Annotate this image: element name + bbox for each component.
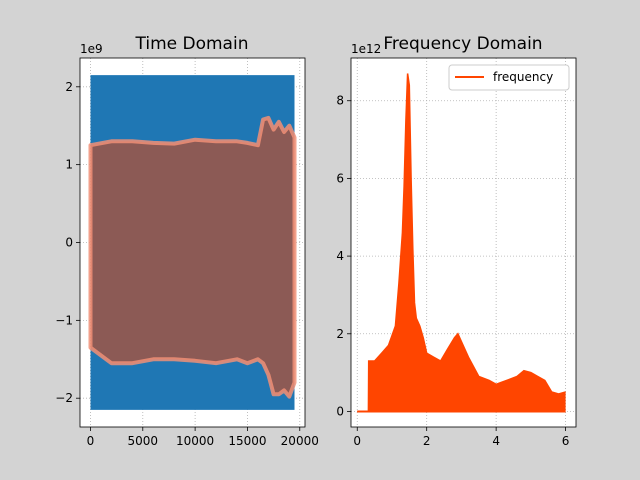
y-tick-label: 2 — [336, 327, 344, 341]
x-tick-label: 2 — [423, 434, 431, 448]
frequency-domain-axes: 0 2 4 6 0 2 4 6 8 Frequency Domain 1e12 frequenc… — [336, 34, 577, 448]
time-overlay-band — [88, 115, 297, 399]
x-tick-label: 0 — [87, 434, 95, 448]
time-domain-title: Time Domain — [135, 34, 249, 54]
y-tick-label: 0 — [65, 236, 73, 250]
y-tick-label: 4 — [336, 249, 344, 263]
time-domain-ticks: 0 5000 10000 15000 20000 2 1 0 −1 −2 — [55, 80, 319, 448]
y-tick-label: 1 — [65, 158, 73, 172]
y-tick-label: 6 — [336, 171, 344, 185]
x-tick-label: 4 — [492, 434, 500, 448]
legend-label-frequency: frequency — [493, 70, 553, 84]
time-domain-series — [88, 75, 297, 410]
y-tick-label: −2 — [55, 391, 73, 405]
x-tick-label: 0 — [353, 434, 361, 448]
frequency-domain-ticks: 0 2 4 6 0 2 4 6 8 — [336, 94, 569, 448]
y-tick-label: 2 — [65, 80, 73, 94]
frequency-legend: frequency — [448, 64, 570, 91]
time-domain-offset-text: 1e9 — [80, 42, 103, 56]
x-tick-label: 15000 — [228, 434, 266, 448]
legend-box — [448, 64, 570, 91]
frequency-domain-series — [357, 73, 566, 413]
frequency-fill — [357, 73, 566, 412]
frequency-domain-offset-text: 1e12 — [351, 42, 381, 56]
x-tick-label: 20000 — [281, 434, 319, 448]
frequency-domain-frame — [350, 57, 577, 428]
frequency-line — [357, 73, 566, 413]
x-tick-label: 5000 — [128, 434, 159, 448]
x-tick-label: 6 — [562, 434, 570, 448]
y-tick-label: −1 — [55, 313, 73, 327]
frequency-domain-title: Frequency Domain — [383, 34, 542, 54]
y-tick-label: 8 — [336, 94, 344, 108]
x-tick-label: 10000 — [176, 434, 214, 448]
y-tick-label: 0 — [336, 404, 344, 418]
